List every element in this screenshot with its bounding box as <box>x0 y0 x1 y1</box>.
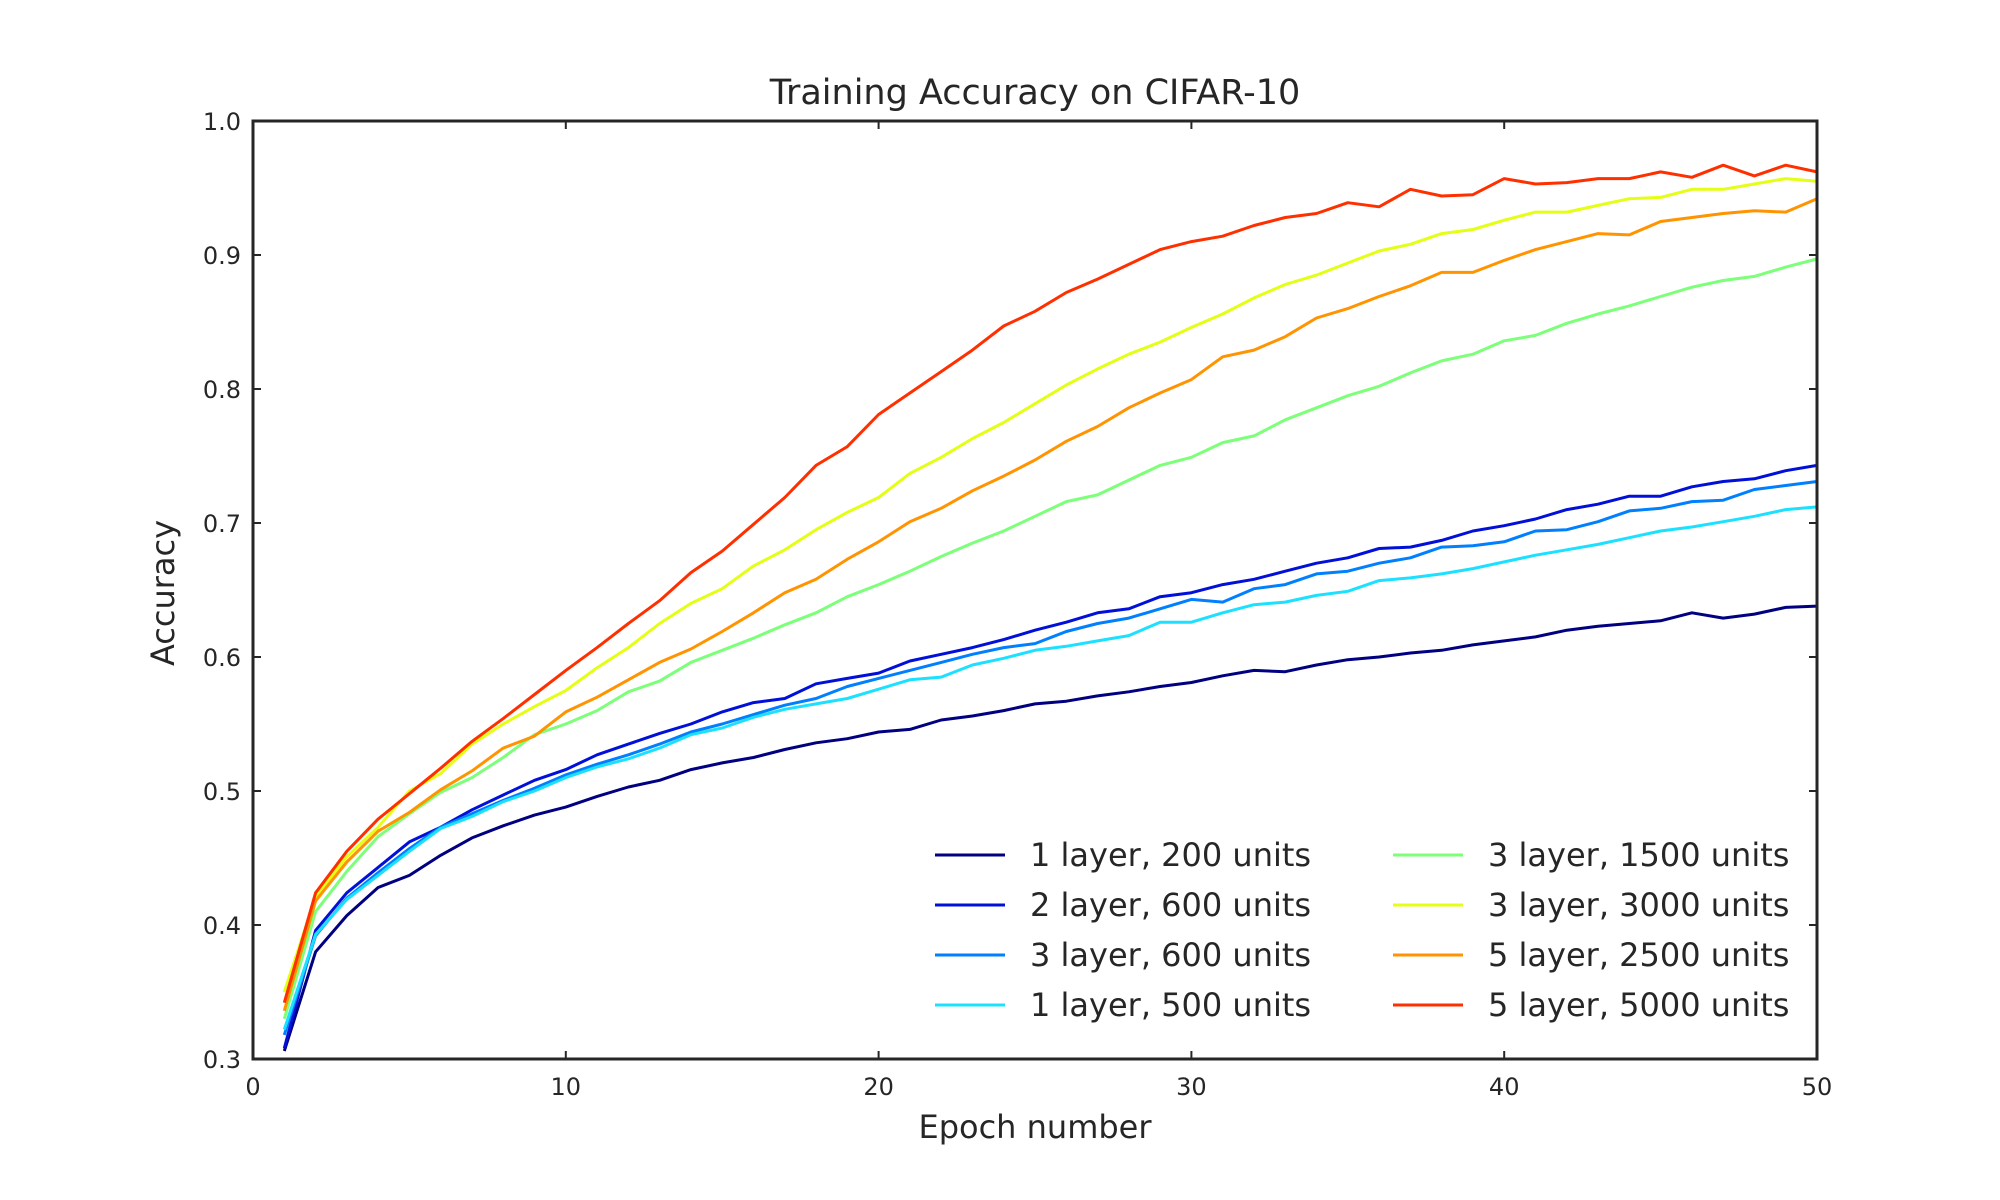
series-line-4 <box>282 505 1818 1030</box>
legend-label-3: 3 layer, 600 units <box>1030 936 1311 974</box>
y-tick-label: 1.0 <box>203 108 241 136</box>
plot-area-frame <box>251 119 1819 1061</box>
y-tick-label: 0.8 <box>203 376 241 404</box>
axis-ticks: 0 10 20 30 40 50 0.3 0.4 0.5 0.6 0.7 0.8 0.9 1.0 <box>203 108 1832 1101</box>
series-line-6 <box>282 177 1818 993</box>
plot-lines <box>282 163 1818 1052</box>
y-tick-label: 0.9 <box>203 242 241 270</box>
y-tick-label: 0.3 <box>203 1046 241 1074</box>
legend-label-8: 5 layer, 5000 units <box>1488 986 1789 1024</box>
x-tick-label: 20 <box>863 1073 894 1101</box>
series-line-8 <box>282 163 1818 1004</box>
legend-label-2: 2 layer, 600 units <box>1030 886 1311 924</box>
x-tick-label: 0 <box>245 1073 260 1101</box>
y-tick-label: 0.5 <box>203 778 241 806</box>
series-line-7 <box>282 197 1818 1012</box>
legend-label-7: 5 layer, 2500 units <box>1488 936 1789 974</box>
x-tick-label: 10 <box>551 1073 582 1101</box>
legend-label-1: 1 layer, 200 units <box>1030 836 1311 874</box>
legend-label-5: 3 layer, 1500 units <box>1488 836 1789 874</box>
y-tick-label: 0.4 <box>203 912 241 940</box>
series-line-3 <box>282 480 1818 1036</box>
y-axis-label: Accuracy <box>144 520 182 666</box>
x-tick-label: 50 <box>1802 1073 1833 1101</box>
series-line-1 <box>282 604 1818 1052</box>
chart-title: Training Accuracy on CIFAR-10 <box>769 73 1301 113</box>
x-axis-label: Epoch number <box>918 1108 1152 1146</box>
legend: 1 layer, 200 units 2 layer, 600 units 3 la… <box>935 836 1789 1024</box>
y-tick-label: 0.7 <box>203 510 241 538</box>
y-tick-label: 0.6 <box>203 644 241 672</box>
series-line-2 <box>282 463 1818 1049</box>
legend-label-6: 3 layer, 3000 units <box>1488 886 1789 924</box>
x-tick-label: 30 <box>1176 1073 1207 1101</box>
x-tick-label: 40 <box>1489 1073 1520 1101</box>
legend-label-4: 1 layer, 500 units <box>1030 986 1311 1024</box>
